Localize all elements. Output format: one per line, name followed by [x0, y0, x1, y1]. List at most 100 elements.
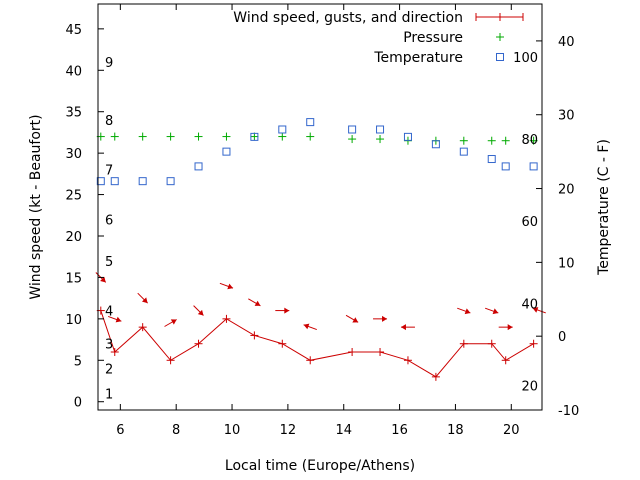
- wind-direction-arrow: [248, 298, 261, 307]
- beaufort-label: 6: [105, 213, 113, 228]
- arrow-head: [141, 297, 148, 304]
- data-point-wind-speed-gusts-and-direction: [250, 331, 259, 340]
- wind-direction-arrow: [108, 315, 122, 323]
- data-point-wind-speed-gusts-and-direction: [278, 339, 287, 348]
- y-tick-label: 5: [74, 354, 82, 369]
- beaufort-label: 4: [105, 305, 113, 320]
- arrow-head: [227, 283, 234, 290]
- data-point-temperature: [138, 177, 147, 186]
- y-tick-label: 20: [65, 230, 82, 245]
- wind-direction-arrow: [345, 314, 359, 323]
- wind-direction-arrow: [400, 324, 415, 331]
- x-tick-label: 14: [335, 423, 352, 438]
- y2-tick-label: 30: [558, 109, 575, 124]
- y-tick-label: 45: [65, 23, 82, 38]
- beaufort-label: 5: [105, 255, 113, 270]
- data-point-temperature: [250, 132, 259, 141]
- arrow-head: [170, 319, 177, 325]
- data-point-wind-speed-gusts-and-direction: [194, 339, 203, 348]
- data-point-pressure: [222, 132, 231, 141]
- beaufort-label: 3: [105, 338, 113, 353]
- legend-label-pressure: Pressure: [403, 30, 463, 46]
- arrow-head: [464, 308, 471, 315]
- arrow-head: [197, 309, 204, 316]
- beaufort-label: 1: [105, 387, 113, 402]
- y-tick-label: 30: [65, 147, 82, 162]
- data-point-pressure: [487, 136, 496, 145]
- x-tick-label: 20: [503, 423, 520, 438]
- arrow-head: [254, 300, 261, 306]
- wind-direction-arrow: [193, 305, 204, 316]
- data-point-wind-speed-gusts-and-direction: [222, 314, 231, 323]
- data-point-temperature: [348, 125, 357, 134]
- wind-direction-arrow: [164, 319, 177, 327]
- beaufort-label: 8: [105, 114, 113, 129]
- data-point-wind-speed-gusts-and-direction: [166, 356, 175, 365]
- data-point-temperature: [501, 162, 510, 171]
- legend-label-wind-speed-gusts-and-direction: Wind speed, gusts, and direction: [233, 10, 463, 26]
- fahrenheit-label: 40: [521, 298, 538, 313]
- arrow-head: [100, 276, 106, 283]
- fahrenheit-label: 60: [521, 215, 538, 230]
- data-point-temperature: [278, 125, 287, 134]
- data-point-temperature: [529, 162, 538, 171]
- y2-axis-title: Temperature (C - F): [596, 139, 612, 276]
- arrow-head: [507, 324, 513, 331]
- y-axis-title: Wind speed (kt - Beaufort): [28, 114, 44, 299]
- data-point-pressure: [501, 136, 510, 145]
- series-layer: [96, 118, 538, 381]
- x-tick-label: 6: [116, 423, 124, 438]
- data-point-wind-speed-gusts-and-direction: [403, 356, 412, 365]
- legend-marker-temperature: [496, 53, 504, 61]
- wind-direction-arrow: [484, 307, 499, 315]
- arrow-head: [284, 307, 290, 314]
- data-point-pressure: [278, 132, 287, 141]
- data-point-wind-speed-gusts-and-direction: [138, 323, 147, 332]
- data-point-wind-speed-gusts-and-direction: [487, 339, 496, 348]
- y2-tick-label: 10: [558, 256, 575, 271]
- y2-tick-label: 0: [558, 330, 566, 345]
- x-tick-label: 8: [172, 423, 180, 438]
- data-point-wind-speed-gusts-and-direction: [110, 348, 119, 356]
- data-point-pressure: [138, 132, 147, 141]
- data-point-wind-speed-gusts-and-direction: [501, 356, 510, 365]
- wind-direction-arrow: [275, 307, 290, 314]
- data-point-wind-speed-gusts-and-direction: [306, 356, 315, 365]
- arrow-head: [400, 324, 406, 331]
- legend-label-temperature: Temperature: [373, 50, 463, 66]
- plot-frame: [97, 3, 543, 411]
- data-point-wind-speed-gusts-and-direction: [459, 339, 468, 348]
- y-tick-label: 35: [65, 106, 82, 121]
- data-point-pressure: [529, 136, 538, 145]
- x-tick-label: 12: [280, 423, 297, 438]
- fahrenheit-label: 100: [513, 51, 538, 66]
- wind-direction-arrow: [219, 282, 234, 290]
- wind-direction-arrow: [303, 323, 317, 331]
- data-point-pressure: [110, 132, 119, 141]
- data-point-pressure: [348, 135, 357, 144]
- wind-direction-arrow: [457, 307, 471, 315]
- wind-direction-arrow: [498, 324, 513, 331]
- data-point-wind-speed-gusts-and-direction: [348, 348, 357, 356]
- wind-direction-arrow: [137, 292, 148, 304]
- arrow-head: [532, 307, 539, 313]
- data-point-pressure: [306, 132, 315, 141]
- x-tick-label: 16: [391, 423, 408, 438]
- data-point-pressure: [376, 135, 385, 144]
- data-point-temperature: [376, 125, 385, 134]
- beaufort-label: 7: [105, 164, 113, 179]
- data-point-temperature: [222, 147, 231, 156]
- y2-tick-label: -10: [558, 404, 579, 419]
- data-point-temperature: [403, 132, 412, 141]
- y-tick-label: 0: [74, 396, 82, 411]
- wind-direction-arrow: [373, 315, 388, 322]
- beaufort-label: 2: [105, 363, 113, 378]
- arrow-head: [492, 308, 499, 315]
- y-tick-label: 10: [65, 313, 82, 328]
- data-point-temperature: [166, 177, 175, 186]
- x-axis-title: Local time (Europe/Athens): [225, 458, 415, 474]
- data-point-wind-speed-gusts-and-direction: [529, 339, 538, 348]
- data-point-pressure: [194, 132, 203, 141]
